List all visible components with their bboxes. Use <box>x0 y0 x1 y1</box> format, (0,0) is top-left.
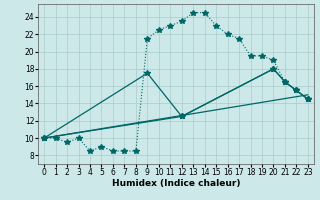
X-axis label: Humidex (Indice chaleur): Humidex (Indice chaleur) <box>112 179 240 188</box>
